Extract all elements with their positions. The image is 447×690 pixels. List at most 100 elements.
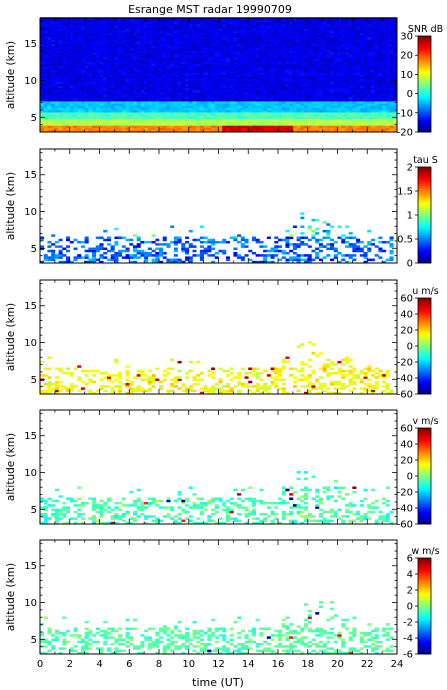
heatmap-cell	[214, 54, 219, 58]
heatmap-cell	[95, 101, 100, 104]
heatmap-cell	[77, 83, 82, 86]
heatmap-cell	[307, 50, 312, 53]
heatmap-cell	[66, 56, 71, 60]
heatmap-cell	[270, 21, 275, 25]
heatmap-cell	[296, 48, 301, 51]
heatmap-cell	[348, 81, 353, 84]
heatmap-cell	[222, 72, 227, 75]
heatmap-cell	[106, 103, 111, 106]
heatmap-cell	[285, 45, 290, 49]
heatmap-cell	[62, 72, 67, 75]
heatmap-cell	[378, 21, 383, 25]
heatmap-cell	[177, 120, 182, 124]
heatmap-cell	[259, 85, 264, 89]
heatmap-cell	[352, 74, 357, 78]
heatmap-cell	[203, 68, 208, 71]
heatmap-cell	[318, 85, 323, 89]
heatmap-cell	[69, 127, 74, 131]
heatmap-cell	[103, 85, 108, 89]
heatmap-cell	[62, 120, 67, 124]
heatmap-cell	[121, 123, 126, 126]
heatmap-cell	[203, 116, 208, 120]
heatmap-cell	[374, 21, 379, 25]
heatmap-cell	[348, 94, 353, 97]
heatmap-cell	[222, 37, 227, 40]
heatmap-cell	[367, 81, 372, 84]
heatmap-cell	[225, 39, 230, 42]
heatmap-cell	[259, 48, 264, 51]
heatmap-cell	[251, 37, 256, 40]
heatmap-cell	[229, 105, 234, 109]
heatmap-cell	[211, 81, 216, 84]
heatmap-cell	[222, 96, 227, 100]
heatmap-cell	[382, 26, 387, 29]
heatmap-cell	[304, 19, 309, 22]
heatmap-cell	[88, 54, 93, 58]
heatmap-cell	[248, 81, 253, 84]
heatmap-cell	[289, 79, 294, 82]
heatmap-cell	[240, 112, 245, 115]
heatmap-cell	[203, 114, 208, 117]
heatmap-cell	[374, 85, 379, 89]
heatmap-cell	[374, 41, 379, 45]
heatmap-cell	[251, 52, 256, 56]
heatmap-cell	[389, 52, 394, 56]
heatmap-cell	[58, 68, 63, 71]
heatmap-cell	[92, 112, 97, 115]
heatmap-cell	[51, 76, 56, 80]
heatmap-cell	[132, 32, 137, 36]
heatmap-cell	[229, 65, 234, 69]
heatmap-cell	[62, 103, 67, 106]
heatmap-cell	[341, 94, 346, 97]
heatmap-cell	[173, 30, 178, 34]
heatmap-cell	[185, 74, 190, 78]
heatmap-cell	[214, 129, 219, 133]
heatmap-cell	[278, 101, 283, 104]
heatmap-cell	[356, 65, 361, 69]
heatmap-cell	[244, 19, 249, 22]
heatmap-cell	[155, 129, 160, 133]
heatmap-cell	[385, 112, 390, 115]
heatmap-cell	[311, 79, 316, 82]
heatmap-cell	[92, 127, 97, 131]
heatmap-cell	[359, 19, 364, 22]
heatmap-cell	[69, 72, 74, 75]
heatmap-cell	[393, 83, 398, 86]
heatmap-cell	[166, 26, 171, 29]
heatmap-cell	[378, 70, 383, 73]
heatmap-cell	[177, 127, 182, 131]
heatmap-cell	[315, 32, 320, 36]
heatmap-cell	[129, 101, 134, 104]
heatmap-cell	[73, 59, 78, 62]
heatmap-cell	[281, 19, 286, 22]
heatmap-cell	[367, 94, 372, 97]
heatmap-cell	[88, 30, 93, 34]
heatmap-cell	[66, 61, 71, 64]
heatmap-cell	[315, 94, 320, 97]
heatmap-cell	[374, 129, 379, 133]
heatmap-cell	[370, 28, 375, 31]
heatmap-cell	[151, 114, 156, 117]
heatmap-cell	[344, 68, 349, 71]
heatmap-cell	[110, 52, 115, 56]
heatmap-cell	[159, 34, 164, 38]
heatmap-cell	[77, 48, 82, 51]
heatmap-cell	[300, 94, 305, 97]
heatmap-cell	[140, 98, 145, 102]
heatmap-cell	[203, 112, 208, 115]
heatmap-cell	[207, 116, 212, 120]
heatmap-cell	[192, 26, 197, 29]
heatmap-cell	[92, 101, 97, 104]
heatmap-cell	[218, 85, 223, 89]
heatmap-cell	[237, 23, 242, 27]
heatmap-cell	[66, 116, 71, 120]
heatmap-cell	[352, 101, 357, 104]
heatmap-cell	[95, 17, 100, 20]
heatmap-cell	[58, 48, 63, 51]
heatmap-cell	[263, 87, 268, 91]
heatmap-cell	[43, 105, 48, 109]
heatmap-cell	[162, 32, 167, 36]
heatmap-cell	[281, 90, 286, 93]
heatmap-cell	[103, 30, 108, 34]
heatmap-cell	[211, 109, 216, 113]
